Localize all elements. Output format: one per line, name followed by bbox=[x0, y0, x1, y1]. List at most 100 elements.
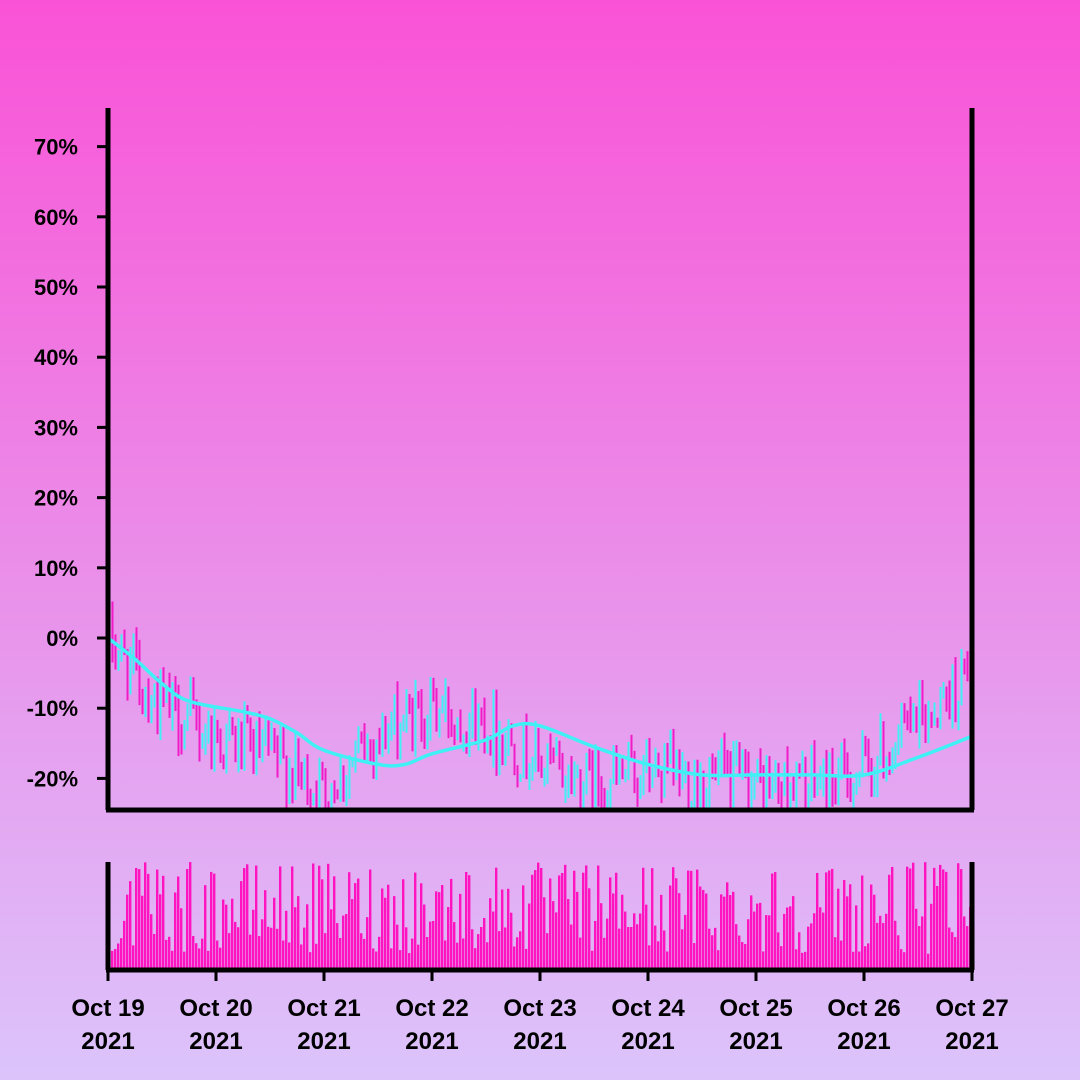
volume-bar bbox=[678, 893, 681, 970]
volume-bar bbox=[657, 941, 660, 970]
volume-bar bbox=[936, 885, 939, 970]
volume-bar bbox=[558, 875, 561, 970]
volume-bar bbox=[951, 932, 954, 970]
volume-bar bbox=[309, 952, 312, 970]
volume-bar bbox=[675, 878, 678, 970]
volume-bar bbox=[855, 905, 858, 970]
volume-bar bbox=[123, 920, 126, 970]
volume-bar bbox=[273, 897, 276, 970]
volume-bar bbox=[687, 870, 690, 970]
volume-bar bbox=[201, 938, 204, 970]
volume-bar bbox=[870, 884, 873, 970]
volume-bar bbox=[297, 896, 300, 970]
volume-bar bbox=[366, 917, 369, 970]
volume-bar bbox=[117, 943, 120, 970]
volume-bar bbox=[237, 927, 240, 970]
volume-bar bbox=[453, 922, 456, 970]
volume-bar bbox=[837, 888, 840, 970]
volume-bar bbox=[861, 875, 864, 970]
volume-bar bbox=[894, 920, 897, 970]
volume-bar bbox=[381, 888, 384, 970]
volume-bar bbox=[711, 935, 714, 970]
volume-bar bbox=[192, 936, 195, 970]
volume-bar bbox=[933, 867, 936, 970]
volume-bar bbox=[780, 946, 783, 970]
volume-bar bbox=[393, 896, 396, 970]
volume-bar bbox=[642, 867, 645, 970]
volume-bar bbox=[228, 933, 231, 970]
volume-bar bbox=[402, 879, 405, 970]
volume-bar bbox=[147, 873, 150, 970]
y-tick-label: 10% bbox=[34, 556, 78, 581]
volume-bar bbox=[834, 937, 837, 970]
volume-bar bbox=[378, 936, 381, 970]
volume-bar bbox=[318, 865, 321, 970]
volume-bar bbox=[651, 868, 654, 970]
x-tick-label-date: Oct 22 bbox=[395, 995, 468, 1022]
volume-bar bbox=[225, 904, 228, 970]
volume-bar bbox=[669, 885, 672, 970]
volume-bar bbox=[681, 929, 684, 970]
volume-bar bbox=[852, 951, 855, 970]
volume-bar bbox=[435, 891, 438, 970]
x-tick-label-date: Oct 19 bbox=[71, 995, 144, 1022]
volume-bar bbox=[846, 896, 849, 970]
volume-bar bbox=[735, 924, 738, 970]
volume-bar bbox=[663, 930, 666, 970]
volume-bar bbox=[258, 936, 261, 970]
volume-bar bbox=[786, 907, 789, 970]
volume-bar bbox=[324, 933, 327, 970]
volume-bar bbox=[456, 942, 459, 970]
volume-bar bbox=[693, 943, 696, 970]
volume-bar bbox=[138, 869, 141, 970]
volume-bar bbox=[528, 903, 531, 970]
volume-bar bbox=[903, 952, 906, 970]
volume-bar bbox=[822, 912, 825, 970]
y-tick-label: -20% bbox=[27, 766, 78, 791]
volume-bar bbox=[339, 937, 342, 970]
x-tick-label-year: 2021 bbox=[729, 1028, 782, 1055]
x-tick-label-date: Oct 26 bbox=[827, 995, 900, 1022]
volume-bar bbox=[195, 943, 198, 970]
volume-bar bbox=[534, 870, 537, 970]
volume-bar bbox=[924, 862, 927, 970]
volume-bar bbox=[450, 878, 453, 970]
volume-bar bbox=[759, 902, 762, 970]
volume-bar bbox=[348, 872, 351, 970]
volume-bar bbox=[927, 953, 930, 970]
volume-bar bbox=[828, 870, 831, 970]
volume-bar bbox=[537, 862, 540, 970]
volume-bar bbox=[234, 921, 237, 970]
volume-bar bbox=[957, 863, 960, 970]
volume-bar bbox=[966, 926, 969, 970]
volume-bar bbox=[876, 922, 879, 970]
volume-bar bbox=[249, 934, 252, 970]
volume-bar bbox=[327, 863, 330, 970]
volume-bar bbox=[597, 865, 600, 970]
volume-bar bbox=[897, 935, 900, 970]
volume-bar bbox=[777, 932, 780, 970]
volume-bar bbox=[609, 877, 612, 970]
volume-bar bbox=[561, 872, 564, 970]
volume-bar bbox=[945, 871, 948, 970]
volume-bar bbox=[660, 894, 663, 970]
x-tick-label-date: Oct 27 bbox=[935, 995, 1008, 1022]
volume-bar bbox=[351, 899, 354, 970]
volume-bar bbox=[858, 951, 861, 970]
volume-bar bbox=[219, 947, 222, 970]
volume-bar bbox=[963, 916, 966, 970]
volume-bar bbox=[429, 921, 432, 970]
volume-bar bbox=[231, 898, 234, 970]
volume-bar bbox=[774, 872, 777, 970]
volume-bar bbox=[498, 931, 501, 970]
volume-bar bbox=[156, 869, 159, 970]
volume-bar bbox=[465, 871, 468, 970]
volume-bar bbox=[204, 885, 207, 970]
volume-bar bbox=[807, 926, 810, 970]
volume-bar bbox=[375, 951, 378, 970]
volume-bar bbox=[816, 872, 819, 970]
volume-bar bbox=[198, 948, 201, 970]
volume-bar bbox=[360, 933, 363, 970]
volume-bar bbox=[918, 926, 921, 970]
volume-bar bbox=[438, 892, 441, 970]
